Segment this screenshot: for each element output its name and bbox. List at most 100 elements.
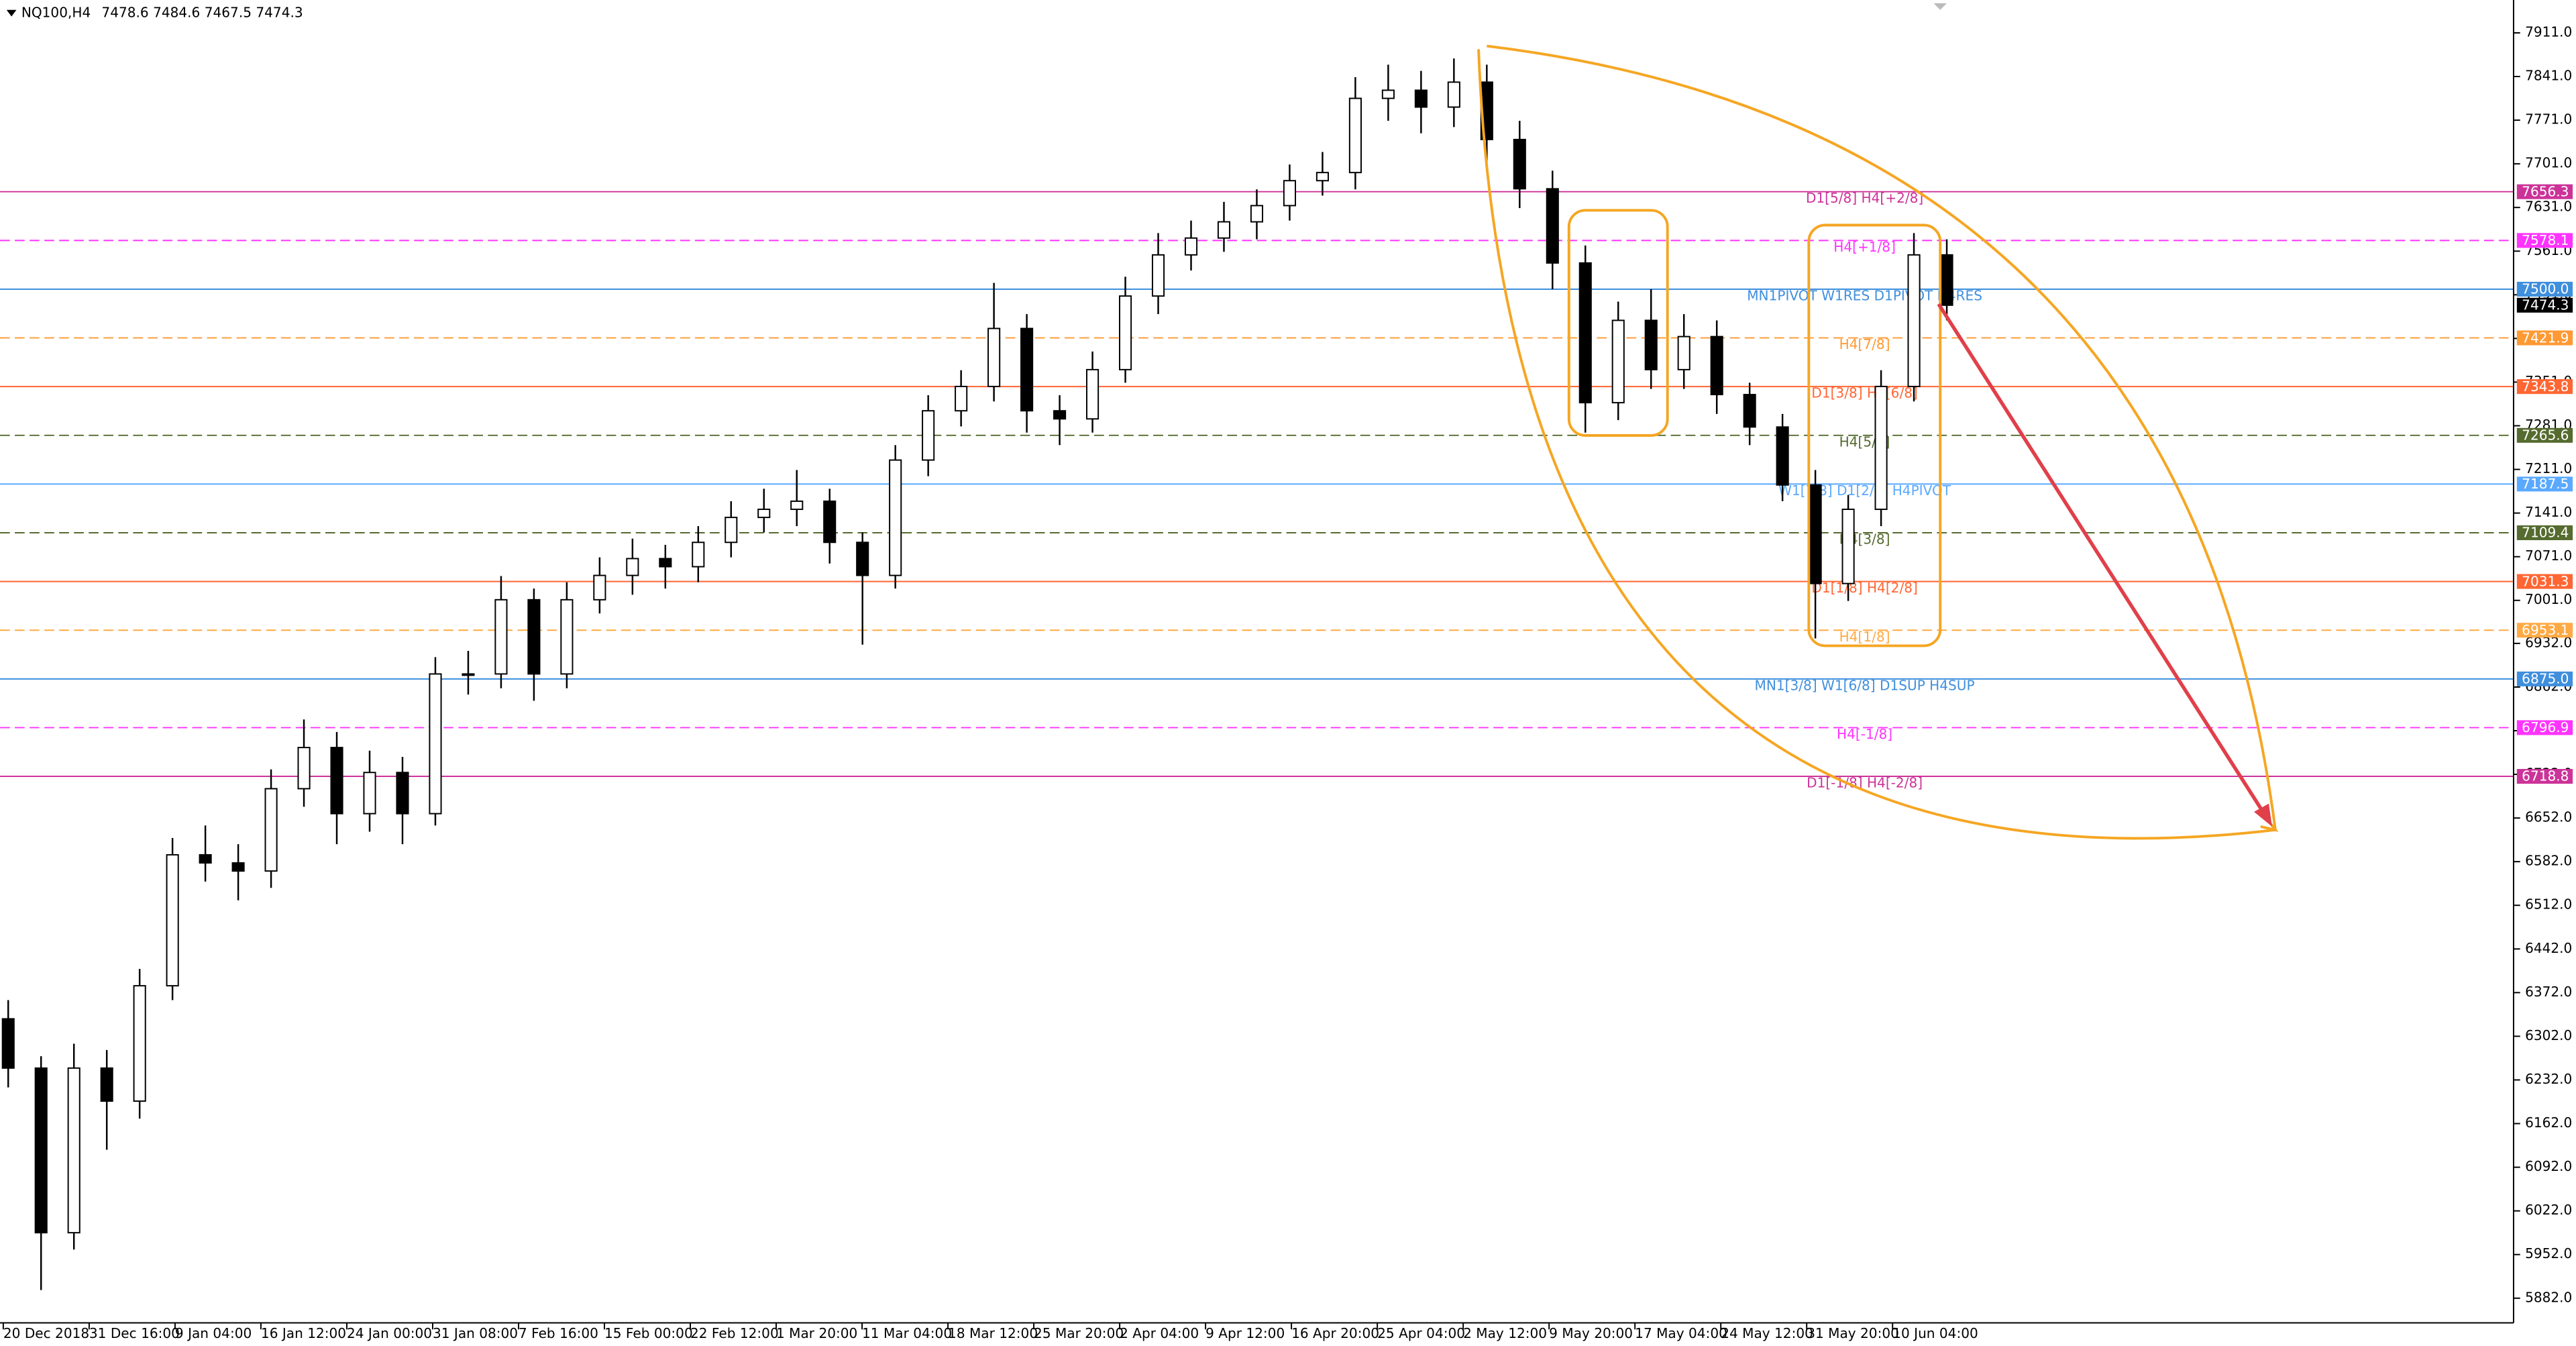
candle-body (330, 747, 343, 815)
forecast-arrow (1937, 303, 2272, 827)
candle-body (790, 500, 804, 511)
price-tag-label: 7474.3 (2522, 297, 2569, 313)
x-tick-label: 25 Apr 04:00 (1377, 1325, 1465, 1341)
price-tag-label: 7343.8 (2522, 378, 2569, 395)
candle-body (922, 410, 935, 461)
price-tag (2516, 720, 2573, 735)
x-tick-label: 9 Apr 12:00 (1205, 1325, 1285, 1341)
x-tick-label: 1 Mar 20:00 (776, 1325, 857, 1341)
price-tag-label: 7109.4 (2522, 525, 2569, 541)
price-tag (2516, 379, 2573, 395)
price-tag (2516, 574, 2573, 589)
arrow-head (2254, 803, 2272, 827)
x-tick-label: 2 May 12:00 (1463, 1325, 1547, 1341)
candle-body (527, 599, 541, 675)
level-label: D1[1/8] H4[2/8] (1811, 580, 1917, 596)
x-tick-label: 24 Jan 00:00 (347, 1325, 432, 1341)
candle-body (659, 558, 672, 568)
y-tick-label: 6302.0 (2525, 1027, 2572, 1043)
candle-body (889, 459, 902, 576)
y-tick-label: 6092.0 (2525, 1158, 2572, 1174)
candles (1, 58, 1953, 1290)
close: 7474.3 (256, 4, 303, 20)
candle-body (1841, 509, 1855, 584)
x-tick-label: 15 Feb 00:00 (604, 1325, 693, 1341)
candle-body (1348, 97, 1362, 174)
price-tag (2516, 671, 2573, 686)
y-tick-label: 6232.0 (2525, 1071, 2572, 1087)
candle-body (1809, 484, 1822, 584)
candle-body (1874, 385, 1888, 511)
candle-body (1151, 254, 1165, 297)
x-tick-label: 25 Mar 20:00 (1034, 1325, 1124, 1341)
price-tag (2516, 769, 2573, 784)
candle-body (1578, 262, 1592, 404)
candle-body (199, 853, 212, 864)
y-tick-label: 6512.0 (2525, 896, 2572, 913)
candle-body (1020, 327, 1034, 412)
candle-body (823, 500, 837, 543)
candle-body (429, 673, 442, 815)
y-tick-label: 6372.0 (2525, 984, 2572, 1000)
price-tag-label: 6953.1 (2522, 622, 2569, 638)
price-tag (2516, 297, 2573, 313)
price-tag-label: 6718.8 (2522, 768, 2569, 784)
price-tag (2516, 233, 2573, 248)
level-label: H4[+1/8] (1833, 239, 1896, 255)
x-tick-label: 22 Feb 12:00 (690, 1325, 779, 1341)
candle-body (133, 985, 146, 1102)
candle-body (1414, 89, 1428, 108)
candle-body (593, 574, 606, 601)
candle-body (626, 558, 639, 576)
level-label: D1[5/8] H4[+2/8] (1806, 190, 1923, 206)
candle-body (1283, 180, 1297, 207)
candle-body (1381, 89, 1395, 99)
candle-body (1316, 172, 1329, 182)
candle-body (1677, 335, 1690, 370)
open: 7478.6 (101, 4, 148, 20)
lower-arc (1477, 49, 2276, 840)
candle-body (494, 599, 508, 675)
x-tick-label: 31 Jan 08:00 (433, 1325, 518, 1341)
price-tag-label: 7421.9 (2522, 329, 2569, 346)
price-tag (2516, 427, 2573, 443)
x-tick-label: 10 Jun 04:00 (1892, 1325, 1978, 1341)
candle-body (297, 747, 311, 790)
box (1807, 223, 1942, 648)
header: NQ100,H4 7478.6 7484.6 7467.5 7474.3 (21, 4, 303, 20)
y-tick-label: 7911.0 (2525, 23, 2572, 40)
candle-body (264, 788, 278, 872)
level-label: H4[1/8] (1839, 629, 1890, 645)
y-tick-label: 5882.0 (2525, 1289, 2572, 1305)
candle-body (1940, 254, 1953, 306)
box (1567, 209, 1669, 437)
level-label: H4[7/8] (1839, 336, 1890, 352)
level-label: W1[7/8] D1[2/8] H4PIVOT (1778, 482, 1951, 499)
candle-body (67, 1067, 80, 1234)
candle-body (1119, 295, 1132, 370)
price-tag (2516, 476, 2573, 492)
y-tick-label: 7071.0 (2525, 548, 2572, 564)
y-tick-label: 7771.0 (2525, 111, 2572, 127)
candle-body (1447, 81, 1460, 108)
price-tag (2516, 525, 2573, 541)
x-tick-label: 18 Mar 12:00 (948, 1325, 1038, 1341)
price-tag (2516, 330, 2573, 346)
x-tick-label: 9 May 20:00 (1549, 1325, 1633, 1341)
candle-body (231, 862, 245, 872)
candle-body (987, 327, 1001, 387)
candle-body (1776, 426, 1789, 486)
level-label: D1[3/8] H4[6/8] (1811, 385, 1917, 401)
arrow-line (1937, 303, 2269, 820)
price-tag-label: 6796.9 (2522, 719, 2569, 735)
x-tick-label: 11 Mar 04:00 (862, 1325, 952, 1341)
symbol: NQ100,H4 (21, 4, 91, 20)
x-tick-label: 20 Dec 2018 (3, 1325, 89, 1341)
level-label: H4[-1/8] (1837, 726, 1892, 742)
y-tick-label: 6652.0 (2525, 809, 2572, 825)
candle-body (100, 1067, 113, 1102)
x-tick-label: 24 May 12:00 (1721, 1325, 1813, 1341)
y-tick-label: 6442.0 (2525, 940, 2572, 956)
y-tick-label: 7141.0 (2525, 504, 2572, 520)
